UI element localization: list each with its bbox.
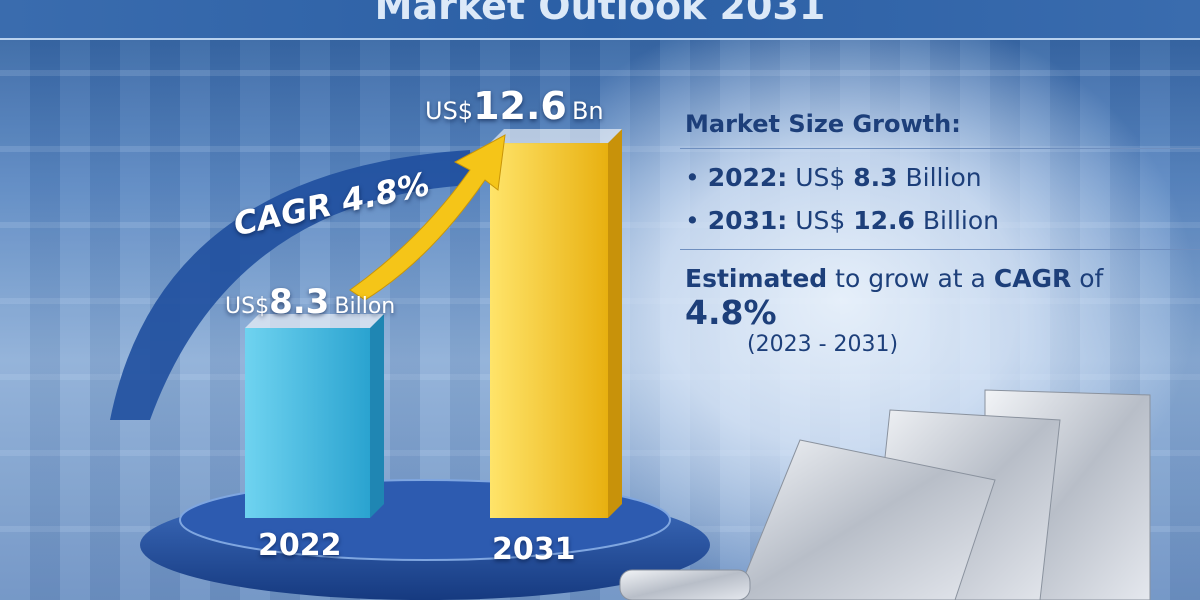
category-label: 2031: [492, 532, 576, 567]
data-label-2031: US$12.6 Bn: [425, 84, 604, 128]
page-title: Market Outlook 2031: [374, 0, 826, 28]
item-suffix: Billion: [905, 163, 982, 192]
metal-sheets: [619, 389, 1151, 600]
item-prefix: US$: [795, 206, 846, 235]
label-suffix: Billon: [334, 294, 396, 319]
label-value: 8.3: [269, 282, 330, 322]
bar-2031: [490, 143, 608, 519]
list-item: • 2031: US$ 12.6 Billion: [685, 206, 999, 235]
cagr-arc: [110, 150, 470, 420]
label-value: 12.6: [473, 84, 567, 128]
data-label-2022: US$8.3 Billon: [225, 282, 395, 322]
label-prefix: US$: [225, 294, 270, 319]
metal-sheet: [734, 439, 996, 600]
bar-side: [608, 129, 622, 519]
category-label: 2022: [258, 528, 342, 563]
est-text: to grow at a: [835, 264, 986, 293]
title-band: Market Outlook 2031: [0, 0, 1200, 40]
item-value: 8.3: [853, 163, 898, 192]
bar-2022: [245, 327, 370, 518]
label-suffix: Bn: [571, 97, 604, 125]
metal-roll: [619, 569, 751, 600]
item-value: 12.6: [853, 206, 915, 235]
label-prefix: US$: [425, 97, 474, 125]
bar-top: [490, 129, 622, 144]
item-year: 2022:: [707, 163, 788, 192]
cagr-estimate: Estimated to grow at a CAGR of 4.8%: [685, 264, 1185, 332]
bar-side: [370, 313, 384, 518]
est-value: 4.8%: [685, 293, 777, 332]
est-text: of: [1079, 264, 1104, 293]
est-period: (2023 - 2031): [747, 332, 899, 357]
list-item: • 2022: US$ 8.3 Billion: [685, 163, 982, 192]
est-text: Estimated: [685, 264, 828, 293]
bar-top: [245, 313, 384, 328]
summary-panel: Market Size Growth: • 2022: US$ 8.3 Bill…: [680, 110, 1200, 357]
panel-heading: Market Size Growth:: [685, 110, 961, 138]
est-text: CAGR: [993, 264, 1072, 293]
item-prefix: US$: [795, 163, 846, 192]
growth-arrow: [349, 134, 506, 301]
item-year: 2031:: [707, 206, 788, 235]
item-suffix: Billion: [922, 206, 999, 235]
divider: [680, 148, 1200, 149]
divider: [680, 249, 1200, 250]
